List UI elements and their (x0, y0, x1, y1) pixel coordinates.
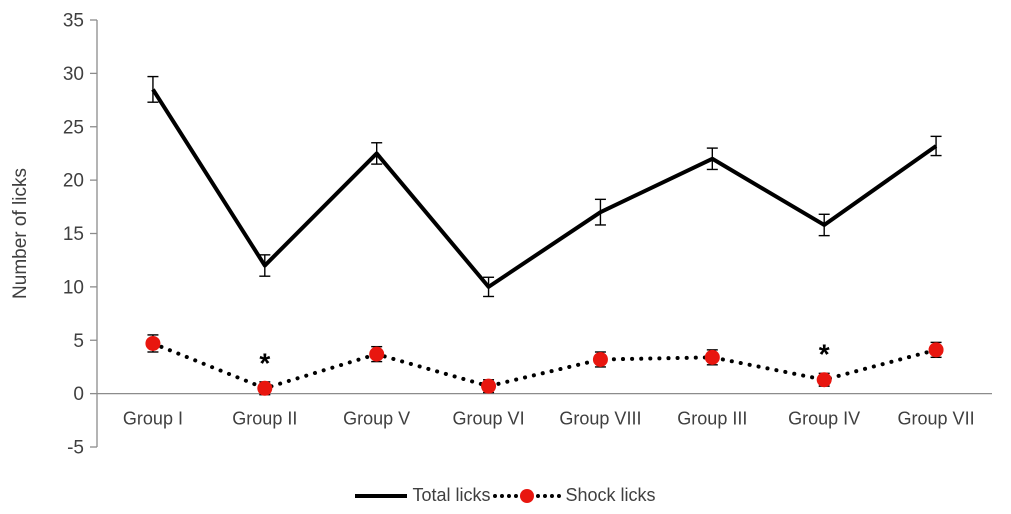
x-category-label: Group I (123, 409, 183, 429)
legend-label-total-licks: Total licks (412, 485, 491, 505)
legend-item-total-licks: Total licks (355, 485, 491, 506)
y-tick-label: 35 (63, 11, 84, 32)
legend-item-shock-licks: Shock licks (492, 485, 656, 506)
shock-licks-line (150, 341, 939, 391)
x-category-label: Group II (232, 409, 297, 429)
y-tick-label: 15 (63, 224, 84, 245)
shock-licks-marker (928, 342, 944, 358)
y-tick-label: -5 (67, 438, 84, 459)
y-tick-label: 0 (73, 384, 84, 405)
shock-licks-marker (257, 380, 273, 396)
x-category-label: Group VIII (559, 409, 641, 429)
shock-licks-marker (145, 335, 161, 351)
significance-asterisk: * (819, 339, 830, 370)
legend-label-shock-licks: Shock licks (565, 485, 656, 505)
shock-licks-marker (704, 349, 720, 365)
total-licks-line (151, 88, 938, 289)
y-axis-title: Number of licks (10, 168, 31, 299)
y-tick-label: 5 (73, 331, 84, 352)
shock-licks-marker (816, 372, 832, 388)
shock-licks-marker-sample (519, 488, 534, 503)
x-category-label: Group VI (453, 409, 525, 429)
y-tick-label: 10 (63, 277, 84, 298)
x-category-label: Group IV (788, 409, 860, 429)
significance-asterisk: * (259, 347, 270, 378)
shock-licks-marker (369, 346, 385, 362)
y-tick-label: 30 (63, 64, 84, 85)
shock-licks-marker (481, 378, 497, 394)
x-category-label: Group III (677, 409, 747, 429)
y-tick-label: 20 (63, 171, 84, 192)
x-category-label: Group V (343, 409, 410, 429)
x-category-label: Group VII (898, 409, 975, 429)
shock-licks-line-sample (492, 488, 561, 503)
total-licks-line-sample (355, 493, 408, 498)
legend: Total licks Shock licks (0, 485, 1011, 506)
shock-licks-marker (592, 351, 608, 367)
y-tick-label: 25 (63, 117, 84, 138)
